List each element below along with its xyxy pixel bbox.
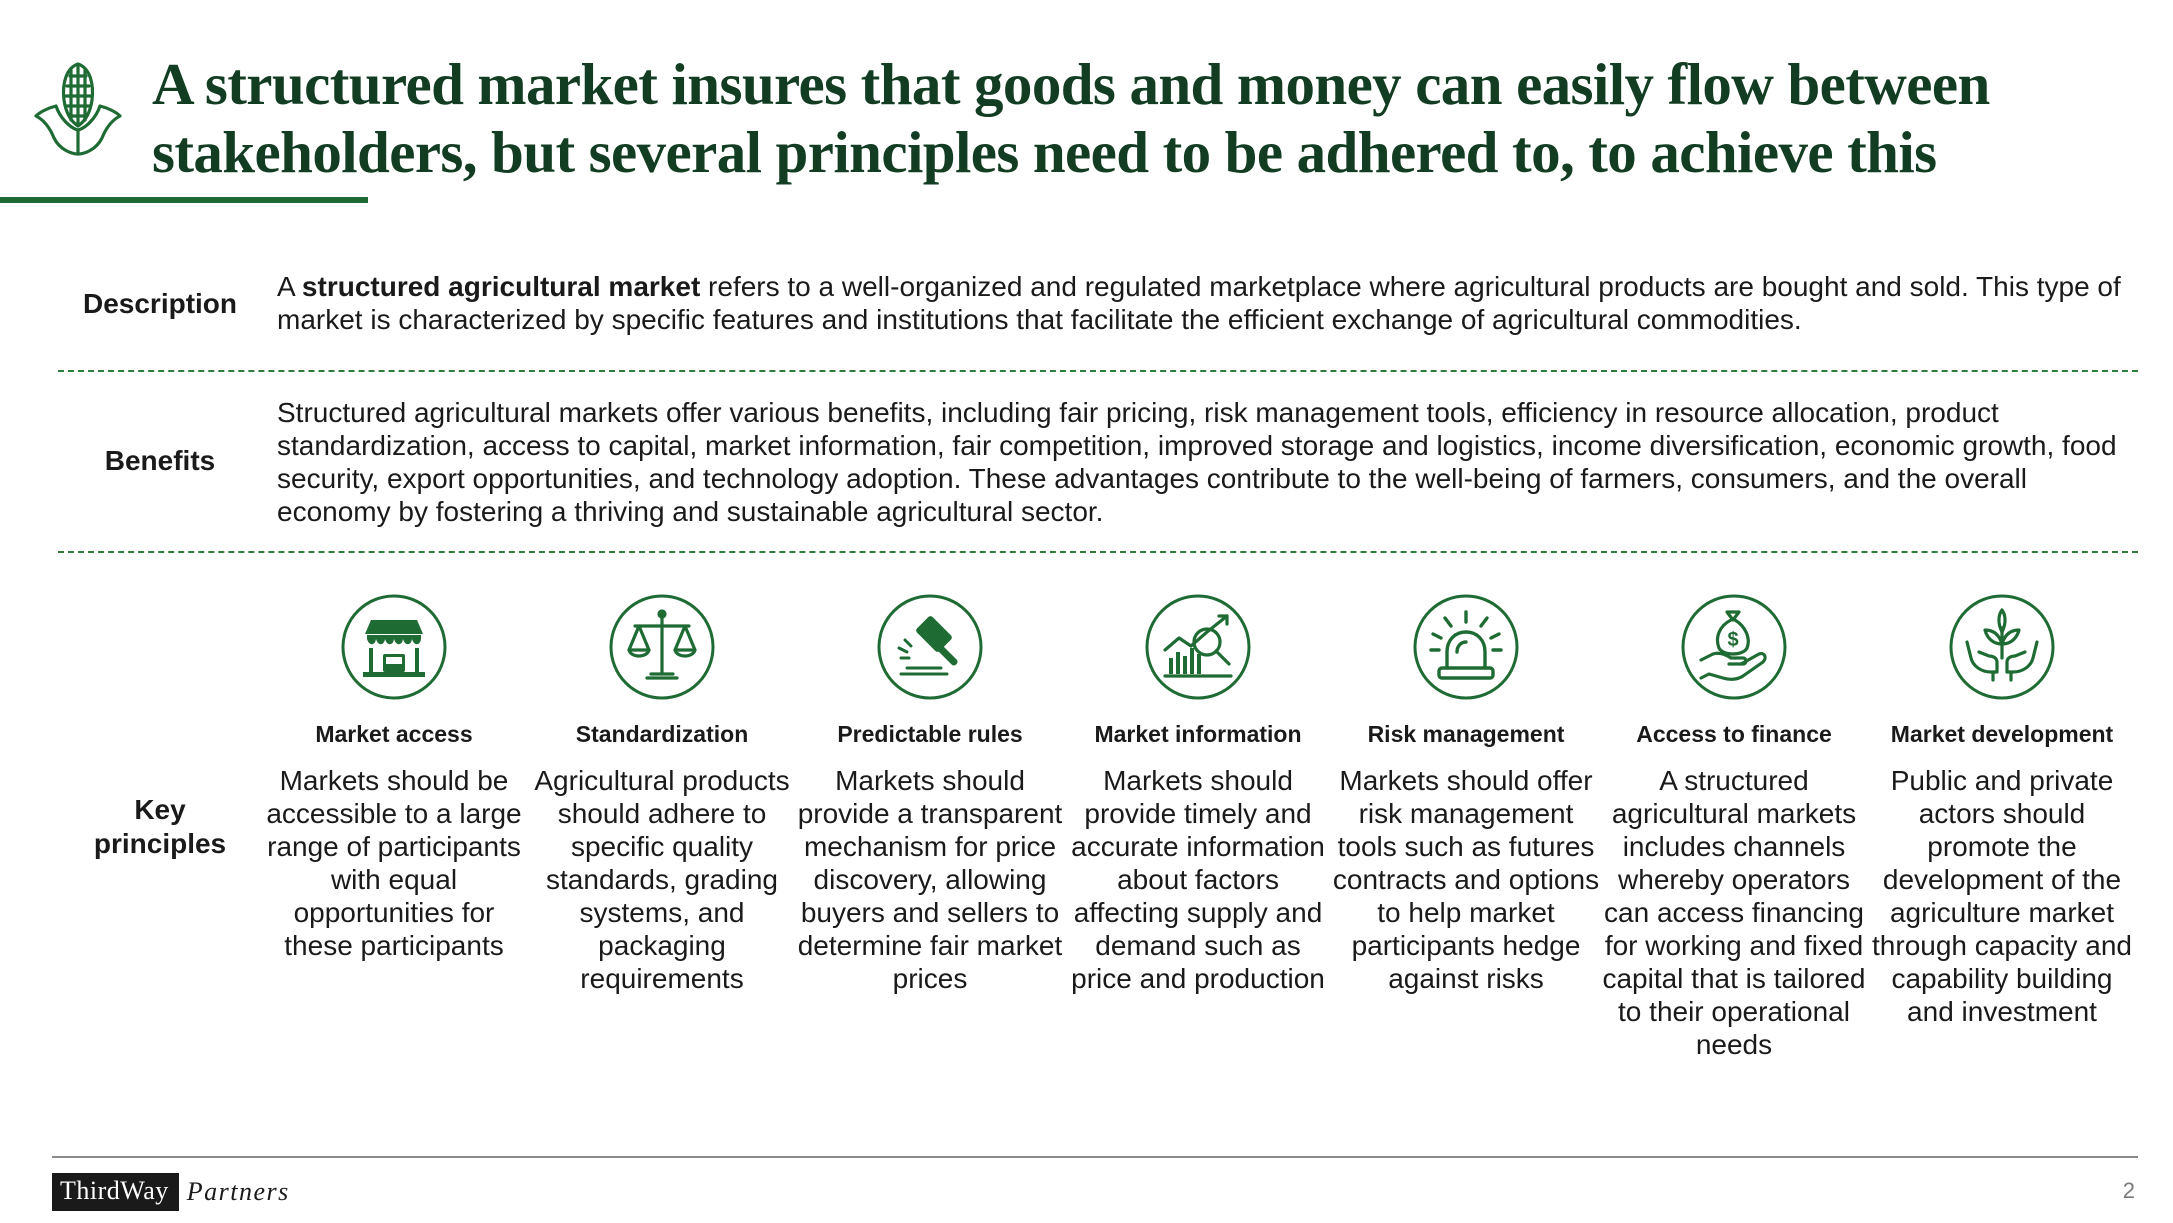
principle-title: Market development bbox=[1890, 721, 2114, 747]
description-label: Description bbox=[82, 288, 238, 319]
footer-rule bbox=[52, 1156, 2138, 1158]
principle-text: Public and private actors should promote… bbox=[1872, 765, 2132, 1027]
gavel-icon bbox=[877, 594, 983, 700]
principle-title: Predictable rules bbox=[837, 721, 1023, 747]
principle-risk-management: Risk management Markets should offer ris… bbox=[1332, 592, 1600, 995]
page-title-line-2: stakeholders, but several principles nee… bbox=[152, 119, 1937, 185]
description-text-pre: A bbox=[277, 271, 302, 302]
corn-icon bbox=[34, 62, 122, 156]
principle-title: Market information bbox=[1094, 721, 1302, 747]
principle-text: Markets should be accessible to a large … bbox=[266, 765, 522, 961]
description-text-bold: structured agricultural market bbox=[301, 271, 701, 302]
principle-standardization: Standardization Agricultural products sh… bbox=[528, 592, 796, 995]
principle-title: Standardization bbox=[575, 721, 749, 747]
principle-market-access: Market access Markets should be accessib… bbox=[260, 592, 528, 962]
principle-access-to-finance: $ Access to finance A structured agricul… bbox=[1600, 592, 1868, 1061]
divider-1 bbox=[58, 370, 2138, 372]
page-number: 2 bbox=[2122, 1178, 2135, 1203]
brand-name-box: ThirdWay bbox=[52, 1173, 179, 1211]
principle-predictable-rules: Predictable rules Markets should provide… bbox=[796, 592, 1064, 995]
principle-text: Markets should provide a transparent mec… bbox=[797, 765, 1063, 994]
principle-market-development: Market development Public and private ac… bbox=[1868, 592, 2136, 1028]
principle-text: A structured agricultural markets includ… bbox=[1602, 765, 1866, 1060]
key-principles-label-line-2: principles bbox=[93, 828, 227, 859]
plant-hands-icon bbox=[1949, 594, 2055, 700]
principle-text: Markets should offer risk management too… bbox=[1332, 765, 1600, 994]
principle-title: Access to finance bbox=[1636, 721, 1832, 747]
key-principles-label: Key principles bbox=[55, 793, 265, 861]
benefits-label: Benefits bbox=[104, 445, 216, 476]
principle-text: Markets should provide timely and accura… bbox=[1071, 765, 1325, 994]
benefits-text: Structured agricultural markets offer va… bbox=[277, 397, 2117, 527]
description-text: A structured agricultural market refers … bbox=[277, 270, 2137, 336]
page-title-line-1: A structured market insures that goods a… bbox=[152, 51, 1990, 117]
principle-market-information: Market information Markets should provid… bbox=[1064, 592, 1332, 995]
alarm-icon bbox=[1413, 594, 1519, 700]
description-text-post: refers to a well-organized and regulated… bbox=[277, 271, 2121, 335]
brand-name-italic: Partners bbox=[186, 1177, 290, 1206]
principle-title: Market access bbox=[315, 721, 473, 747]
market-stall-icon bbox=[341, 594, 447, 700]
principle-title: Risk management bbox=[1367, 721, 1565, 747]
title-underline bbox=[0, 197, 368, 203]
page-title: A structured market insures that goods a… bbox=[152, 50, 2142, 186]
principle-text: Agricultural products should adhere to s… bbox=[534, 765, 790, 994]
svg-text:$: $ bbox=[1727, 629, 1738, 651]
divider-2 bbox=[58, 551, 2138, 553]
scales-icon bbox=[609, 594, 715, 700]
brand-logo: ThirdWay Partners bbox=[52, 1172, 290, 1212]
analytics-icon bbox=[1145, 594, 1251, 700]
key-principles-label-line-1: Key bbox=[134, 794, 186, 825]
money-bag-hand-icon: $ bbox=[1681, 594, 1787, 700]
